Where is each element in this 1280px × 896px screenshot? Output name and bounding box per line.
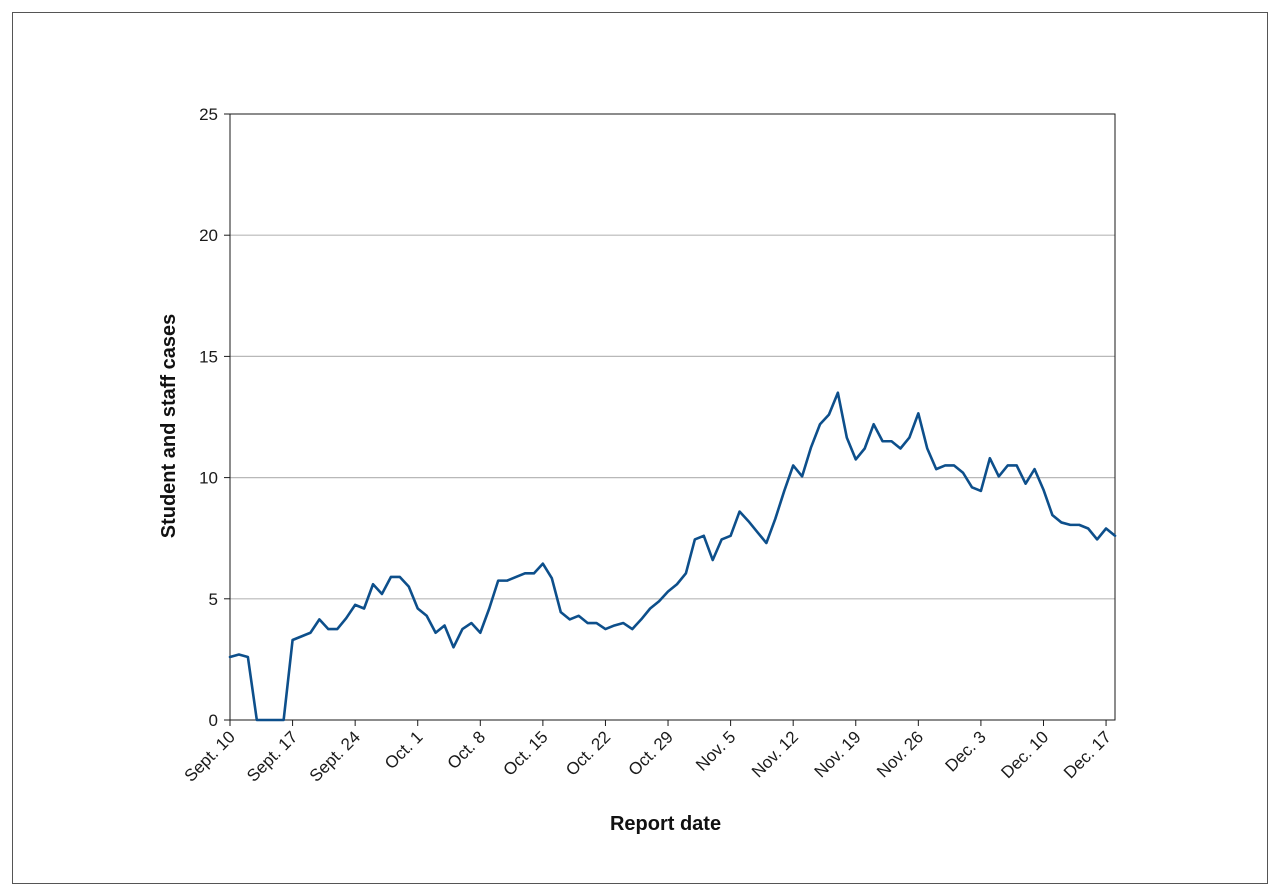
y-tick-label: 5 xyxy=(209,590,218,609)
x-tick-label: Oct. 15 xyxy=(500,727,552,779)
x-tick-label: Oct. 29 xyxy=(625,727,677,779)
y-tick-label: 15 xyxy=(199,347,218,366)
x-tick-label: Sept. 17 xyxy=(243,727,301,785)
y-tick-label: 0 xyxy=(209,711,218,730)
x-tick-label: Sept. 10 xyxy=(181,727,239,785)
y-tick-label: 20 xyxy=(199,226,218,245)
x-tick-label: Nov. 19 xyxy=(811,727,865,781)
x-axis: Sept. 10 Sept. 17 Sept. 24 Oct. 1 Oct. 8 Oct.… xyxy=(181,720,1115,786)
plot-area-border xyxy=(229,113,1116,721)
figure-frame xyxy=(12,12,1268,884)
x-tick-label: Sept. 24 xyxy=(306,727,364,785)
y-axis-title: Student and staff cases xyxy=(158,314,180,539)
y-axis: 0 5 10 15 20 25 xyxy=(199,105,230,730)
y-tick-label: 25 xyxy=(199,105,218,124)
gridlines xyxy=(230,234,1115,600)
y-tick-label: 10 xyxy=(199,469,218,488)
x-tick-label: Dec. 17 xyxy=(1060,727,1115,782)
x-tick-label: Nov. 26 xyxy=(873,727,927,781)
x-tick-label: Dec. 3 xyxy=(942,727,990,775)
x-tick-label: Oct. 8 xyxy=(444,727,490,773)
cases-line xyxy=(228,391,1117,722)
x-tick-label: Nov. 12 xyxy=(748,727,802,781)
x-axis-title: Report date xyxy=(610,813,721,835)
x-tick-label: Nov. 5 xyxy=(692,727,739,774)
x-tick-label: Oct. 1 xyxy=(381,727,427,773)
x-tick-label: Oct. 22 xyxy=(562,727,614,779)
x-tick-label: Dec. 10 xyxy=(997,727,1052,782)
